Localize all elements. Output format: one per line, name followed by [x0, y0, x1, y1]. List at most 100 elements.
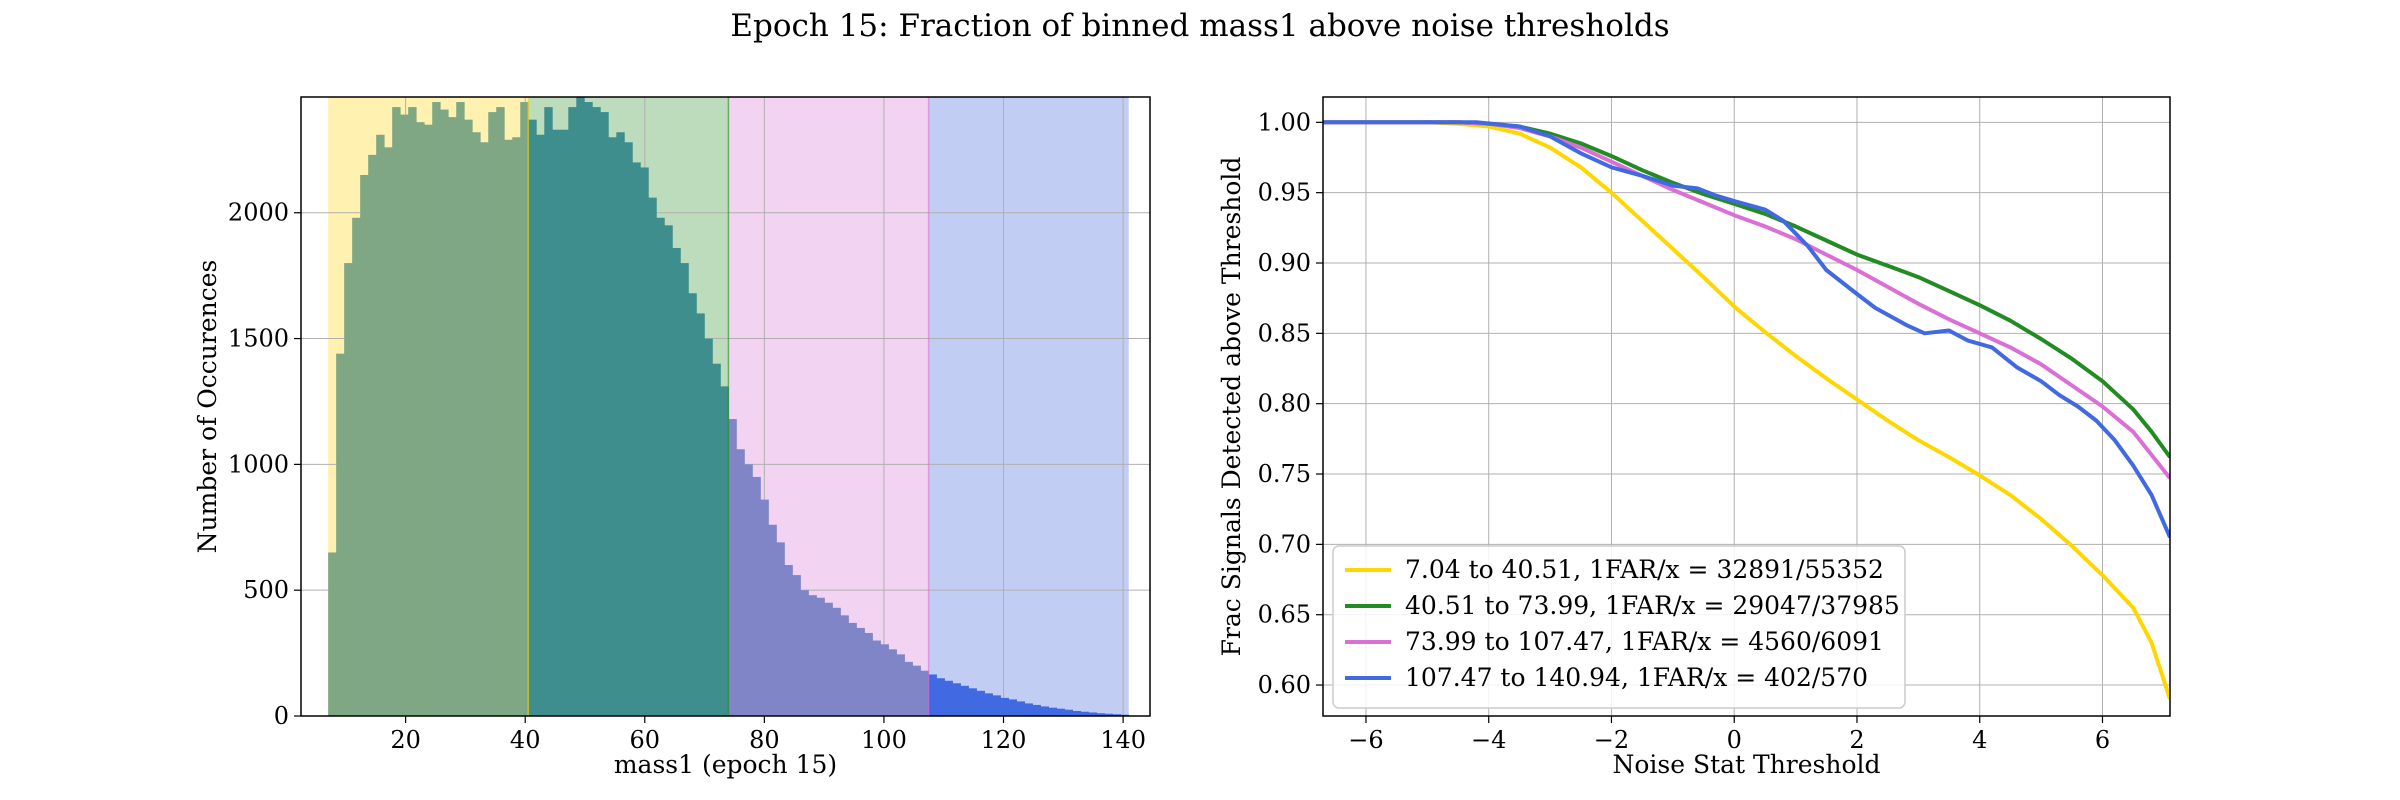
- histogram-bar: [464, 119, 473, 716]
- histogram-bar: [328, 552, 337, 716]
- histogram-bar: [1016, 701, 1025, 716]
- histogram-bar: [736, 449, 745, 716]
- line-axes-frame: [1322, 96, 2171, 717]
- y-tick-label: 1.00: [1258, 108, 1311, 136]
- x-tick-label: 0: [1727, 726, 1742, 754]
- figure-title: Epoch 15: Fraction of binned mass1 above…: [730, 8, 1670, 44]
- histogram-bar: [576, 97, 585, 716]
- legend-label-3: 73.99 to 107.47, 1FAR/x = 4560/6091: [1405, 627, 1884, 656]
- y-tick-label: 1500: [228, 325, 289, 353]
- histogram-bar: [824, 602, 833, 716]
- histogram-bar: [1008, 699, 1017, 716]
- histogram-bar: [600, 112, 609, 717]
- x-tick-label: −4: [1471, 726, 1506, 754]
- histogram-bar: [744, 464, 753, 716]
- histogram-bar: [344, 263, 353, 716]
- histogram-bar: [760, 499, 769, 716]
- histogram-bar: [904, 661, 913, 716]
- histogram-bar: [400, 114, 409, 716]
- y-tick-label: 0.90: [1258, 249, 1311, 277]
- x-tick-label: 2: [1849, 726, 1864, 754]
- line-y-axis-label: Frac Signals Detected above Threshold: [1217, 157, 1246, 657]
- histogram-bar: [680, 263, 689, 716]
- histogram-bar: [656, 217, 665, 716]
- histogram-bar: [592, 107, 601, 716]
- y-tick-label: 0.85: [1258, 319, 1311, 347]
- y-tick-label: 0.80: [1258, 390, 1311, 418]
- y-tick-label: 0.60: [1258, 671, 1311, 699]
- y-tick-label: 500: [243, 576, 289, 604]
- histogram-bar: [512, 137, 521, 717]
- y-tick-label: 0.65: [1258, 601, 1311, 629]
- legend-label-2: 40.51 to 73.99, 1FAR/x = 29047/37985: [1405, 591, 1900, 620]
- histogram-bar: [376, 134, 385, 716]
- histogram-bar: [624, 142, 633, 717]
- histogram-bar: [496, 107, 505, 716]
- histogram-bar: [584, 102, 593, 716]
- histogram-bar: [1040, 706, 1050, 716]
- histogram-bar: [696, 313, 705, 716]
- histogram-bar: [928, 674, 937, 716]
- histogram-bar: [440, 109, 449, 716]
- histogram-bar: [800, 590, 809, 716]
- histogram-bar: [768, 524, 777, 716]
- histogram-bar: [1064, 709, 1074, 716]
- histogram-bar: [1096, 713, 1106, 716]
- histogram-bar: [560, 129, 569, 717]
- histogram-bar: [424, 124, 433, 717]
- histogram-bar: [616, 132, 625, 716]
- histogram-bar: [368, 154, 377, 717]
- histogram-bar: [1024, 703, 1033, 716]
- histogram-bar: [896, 654, 905, 716]
- histogram-bar: [432, 102, 441, 716]
- histogram-bar: [640, 167, 649, 716]
- histogram-bar: [1112, 714, 1122, 716]
- histogram-bar: [976, 690, 985, 716]
- histogram-bar: [728, 419, 737, 716]
- histogram-bar: [632, 162, 641, 717]
- histogram-bar: [1000, 697, 1009, 716]
- histogram-bar: [952, 683, 961, 716]
- x-tick-label: 40: [510, 726, 541, 754]
- histogram-bar: [536, 134, 545, 716]
- series-line-3: [1323, 120, 2170, 480]
- histogram-bar: [648, 197, 657, 717]
- histogram-bar: [520, 102, 529, 716]
- histogram-plot: 20 40 60 80 100 120 140 0 500 1000 1500 2000 mass1 (…: [193, 96, 1151, 779]
- histogram-bar: [408, 107, 417, 716]
- histogram-bar: [720, 386, 729, 716]
- x-tick-label: 80: [749, 726, 780, 754]
- histogram-bar: [1088, 712, 1098, 716]
- histogram-bar: [504, 139, 513, 716]
- histogram-bar: [664, 225, 673, 716]
- histogram-bar: [920, 670, 929, 716]
- histogram-bar: [752, 476, 761, 716]
- histogram-bar: [608, 137, 617, 717]
- histogram-bar: [840, 615, 849, 716]
- histogram-bar: [784, 565, 793, 716]
- histogram-bar: [336, 353, 345, 716]
- histogram-bar: [1048, 707, 1058, 716]
- series-line-1: [1323, 120, 2170, 700]
- histogram-bar: [816, 597, 825, 716]
- x-tick-label: 6: [2095, 726, 2110, 754]
- x-tick-label: 20: [390, 726, 421, 754]
- histogram-bar: [984, 693, 993, 716]
- x-tick-label: 140: [1100, 726, 1146, 754]
- histogram-bar: [808, 595, 817, 716]
- histogram-bar: [456, 102, 465, 716]
- histogram-axes-frame: [300, 96, 1151, 717]
- histogram-bar: [688, 293, 697, 716]
- histogram-bar: [704, 338, 713, 716]
- x-tick-label: 100: [861, 726, 907, 754]
- histogram-bar: [1080, 711, 1090, 716]
- x-tick-label: −6: [1348, 726, 1383, 754]
- y-tick-label: 0: [274, 702, 289, 730]
- histogram-x-axis-label: mass1 (epoch 15): [614, 750, 837, 779]
- histogram-bar: [1032, 704, 1041, 716]
- series-line-4: [1323, 120, 2170, 539]
- histogram-bar: [848, 622, 857, 716]
- histogram-bar: [912, 665, 921, 716]
- histogram-bar: [936, 678, 945, 716]
- histogram-bar: [960, 685, 969, 716]
